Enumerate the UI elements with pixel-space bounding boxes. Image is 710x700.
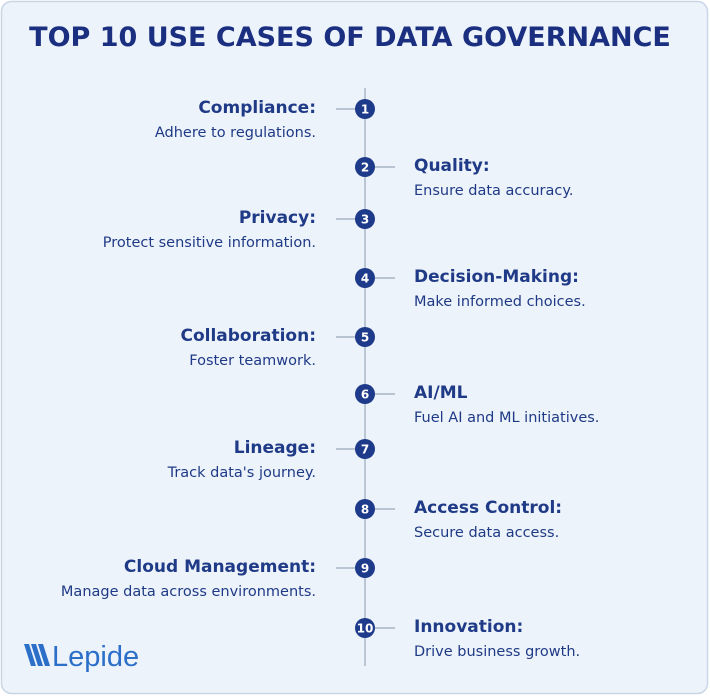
item-number: 8 <box>361 503 369 517</box>
item-number: 9 <box>361 562 369 576</box>
item-number: 7 <box>361 443 369 457</box>
item-description: Fuel AI and ML initiatives. <box>414 410 599 426</box>
item-number: 1 <box>361 103 369 117</box>
item-number: 4 <box>361 272 369 286</box>
item-title: Privacy: <box>239 208 316 228</box>
item-number: 3 <box>361 213 369 227</box>
item-title: Lineage: <box>234 438 316 458</box>
number-badge <box>355 268 375 288</box>
item-description: Protect sensitive information. <box>103 235 316 251</box>
item-number: 2 <box>361 161 369 175</box>
item-title: Access Control: <box>414 498 562 518</box>
title: TOP 10 USE CASES OF DATA GOVERNANCE <box>29 22 671 53</box>
item-number: 10 <box>357 622 374 636</box>
item-description: Track data's journey. <box>167 465 316 481</box>
item-title: AI/ML <box>414 383 468 403</box>
item-title: Cloud Management: <box>124 557 316 577</box>
item-title: Quality: <box>414 156 490 176</box>
item-title: Innovation: <box>414 617 523 637</box>
item-title: Decision-Making: <box>414 267 579 287</box>
item-description: Secure data access. <box>414 525 559 541</box>
number-badge <box>355 558 375 578</box>
item-description: Drive business growth. <box>414 644 580 660</box>
logo: Lepide <box>24 641 139 673</box>
item-description: Manage data across environments. <box>61 584 316 600</box>
number-badge <box>355 99 375 119</box>
number-badge <box>355 384 375 404</box>
number-badge <box>355 209 375 229</box>
item-description: Make informed choices. <box>414 294 586 310</box>
item-description: Adhere to regulations. <box>155 125 316 141</box>
logo-icon <box>24 644 50 666</box>
number-badge <box>355 499 375 519</box>
number-badge <box>355 327 375 347</box>
number-badge <box>355 439 375 459</box>
item-description: Foster teamwork. <box>189 353 316 369</box>
item-description: Ensure data accuracy. <box>414 183 574 199</box>
logo-text: Lepide <box>52 641 139 673</box>
item-number: 5 <box>361 331 369 345</box>
item-number: 6 <box>361 388 369 402</box>
number-badge <box>355 157 375 177</box>
item-title: Compliance: <box>198 98 316 118</box>
item-title: Collaboration: <box>180 326 316 346</box>
number-badge <box>355 618 375 638</box>
